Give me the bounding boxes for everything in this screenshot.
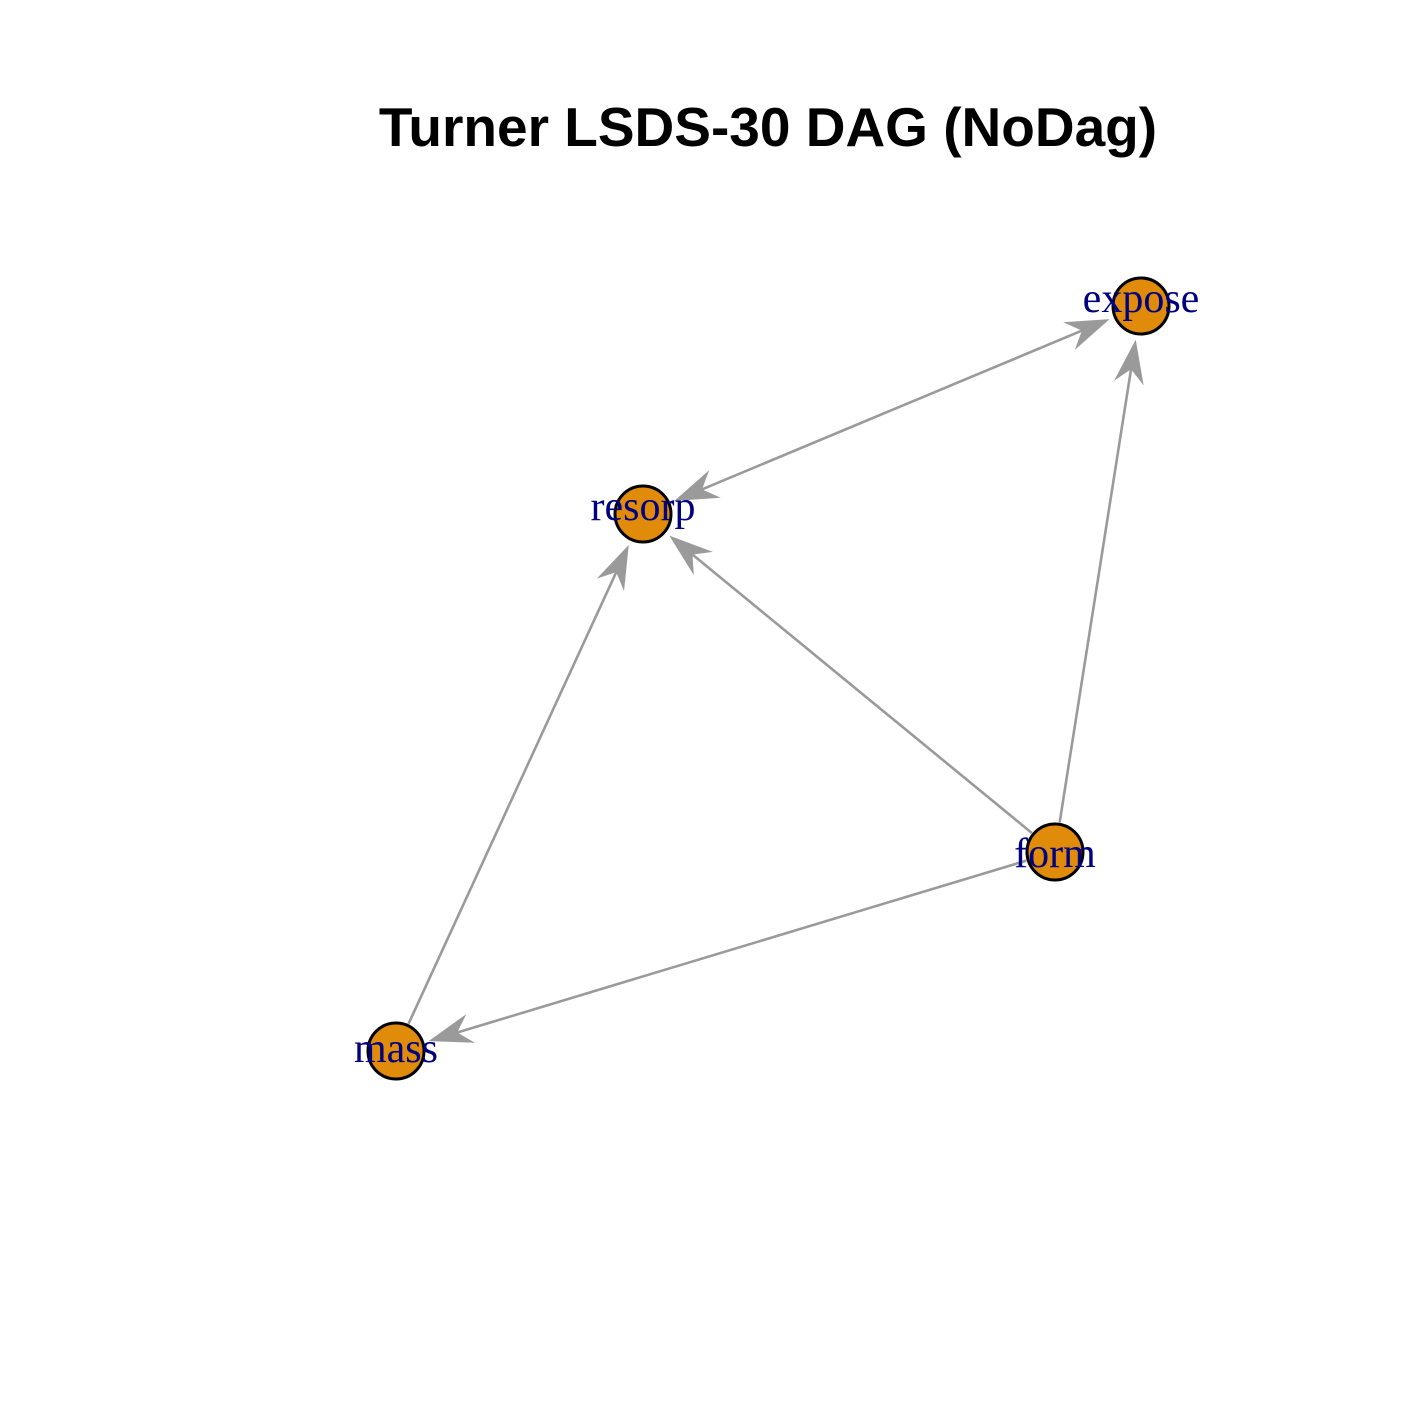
edge-form-mass [451,859,1027,1036]
node-form: form [1014,822,1096,882]
diagram-title: Turner LSDS-30 DAG (NoDag) [379,96,1157,158]
node-circle-expose [1111,276,1171,336]
node-mass: mass [354,1021,438,1081]
node-circle-mass [366,1021,426,1081]
edge-mass-resorp [407,566,620,1025]
node-label-expose: expose [1083,276,1200,322]
node-resorp: resorp [591,484,696,544]
arrowhead-resorp-expose-tail [674,470,721,501]
node-circle-form [1025,822,1085,882]
arrowhead-form-expose-head [1114,339,1144,386]
arrowhead-form-resorp-head [669,535,713,576]
arrowhead-mass-resorp-head [596,544,629,592]
node-label-resorp: resorp [591,484,696,530]
nodes-layer: expose resorp form mass [354,276,1200,1081]
arrowhead-form-mass-head [428,1014,476,1043]
node-label-mass: mass [354,1026,438,1072]
node-expose: expose [1083,276,1200,336]
edges-layer [407,319,1144,1043]
arrowhead-resorp-expose-head [1063,319,1110,350]
edge-form-expose [1058,363,1134,823]
edge-resorp-expose [696,327,1088,493]
edge-form-resorp [687,549,1033,834]
node-label-form: form [1014,831,1096,877]
node-circle-resorp [613,484,673,544]
